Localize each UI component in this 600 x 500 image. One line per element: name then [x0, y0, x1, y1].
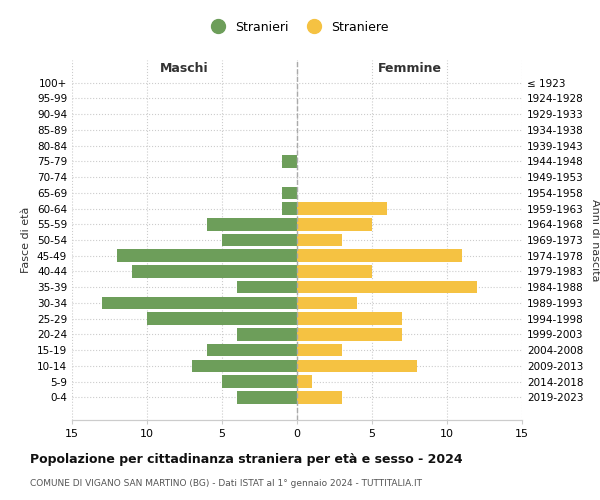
- Legend: Stranieri, Straniere: Stranieri, Straniere: [200, 16, 394, 39]
- Y-axis label: Fasce di età: Fasce di età: [22, 207, 31, 273]
- Bar: [297, 234, 342, 246]
- Bar: [297, 391, 342, 404]
- Bar: [192, 360, 297, 372]
- Bar: [297, 312, 402, 325]
- Bar: [102, 296, 297, 309]
- Bar: [282, 155, 297, 168]
- Text: COMUNE DI VIGANO SAN MARTINO (BG) - Dati ISTAT al 1° gennaio 2024 - TUTTITALIA.I: COMUNE DI VIGANO SAN MARTINO (BG) - Dati…: [30, 479, 422, 488]
- Bar: [282, 186, 297, 199]
- Bar: [297, 250, 462, 262]
- Bar: [297, 281, 477, 293]
- Bar: [117, 250, 297, 262]
- Bar: [297, 376, 312, 388]
- Bar: [297, 344, 342, 356]
- Bar: [147, 312, 297, 325]
- Bar: [297, 328, 402, 340]
- Bar: [297, 218, 372, 230]
- Text: Maschi: Maschi: [160, 62, 209, 75]
- Bar: [132, 265, 297, 278]
- Bar: [222, 234, 297, 246]
- Text: Femmine: Femmine: [377, 62, 442, 75]
- Text: Popolazione per cittadinanza straniera per età e sesso - 2024: Popolazione per cittadinanza straniera p…: [30, 452, 463, 466]
- Bar: [297, 265, 372, 278]
- Y-axis label: Anni di nascita: Anni di nascita: [590, 198, 600, 281]
- Bar: [297, 360, 417, 372]
- Bar: [282, 202, 297, 215]
- Bar: [237, 281, 297, 293]
- Bar: [222, 376, 297, 388]
- Bar: [207, 344, 297, 356]
- Bar: [237, 328, 297, 340]
- Bar: [297, 202, 387, 215]
- Bar: [297, 296, 357, 309]
- Bar: [207, 218, 297, 230]
- Bar: [237, 391, 297, 404]
